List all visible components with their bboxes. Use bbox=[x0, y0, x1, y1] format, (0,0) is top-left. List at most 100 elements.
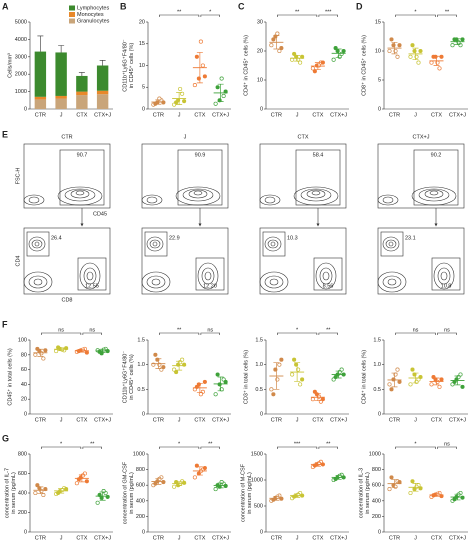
contour bbox=[429, 190, 439, 196]
significance-bracket bbox=[41, 446, 82, 449]
data-point bbox=[64, 487, 69, 492]
y-tick-label: 60 bbox=[21, 367, 27, 373]
contour bbox=[388, 241, 394, 247]
significance-label: ** bbox=[90, 441, 95, 447]
contour bbox=[201, 267, 215, 285]
sd-bar bbox=[273, 362, 280, 390]
significance-bracket bbox=[159, 14, 200, 17]
sd-bar bbox=[294, 55, 301, 62]
y-tick-label: 15 bbox=[375, 19, 381, 25]
contour bbox=[31, 239, 43, 249]
axis-label: FSC-H bbox=[15, 168, 21, 185]
y-tick-label: 0 bbox=[24, 106, 27, 112]
data-point bbox=[213, 487, 218, 492]
y-axis-label: CD11b⁺Ly6G⁺F4/80⁻ bbox=[121, 39, 128, 92]
data-point bbox=[418, 48, 423, 54]
data-point bbox=[408, 382, 413, 387]
sd-bar bbox=[335, 370, 342, 379]
significance-bracket bbox=[200, 14, 220, 17]
contour bbox=[300, 188, 332, 202]
sd-bar bbox=[294, 493, 301, 498]
gate bbox=[144, 231, 168, 257]
y-tick-label: 0 bbox=[378, 106, 381, 112]
sd-bar bbox=[314, 62, 321, 70]
data-point bbox=[452, 497, 457, 502]
y-tick-label: 0 bbox=[260, 106, 263, 112]
y-tick-label: 0 bbox=[142, 529, 145, 535]
x-tick-label: CTR bbox=[389, 417, 400, 423]
y-tick-label: 1.0 bbox=[373, 362, 381, 368]
legend-swatch bbox=[69, 18, 75, 24]
data-point bbox=[84, 350, 89, 355]
contour bbox=[33, 278, 43, 286]
significance-label: *** bbox=[294, 441, 301, 447]
sd-bar bbox=[196, 52, 203, 84]
data-point bbox=[279, 46, 284, 51]
contour bbox=[197, 262, 219, 290]
significance-label: ** bbox=[326, 327, 331, 333]
contour bbox=[315, 262, 337, 290]
panel-label: E bbox=[2, 129, 8, 139]
y-tick-label: 600 bbox=[18, 471, 27, 477]
legend-label: Granulocytes bbox=[77, 18, 110, 24]
data-point bbox=[221, 93, 226, 99]
significance-bracket bbox=[395, 446, 436, 449]
sd-bar bbox=[155, 99, 162, 105]
y-tick-label: 1000 bbox=[369, 451, 381, 457]
contour bbox=[377, 194, 399, 206]
gate bbox=[262, 231, 286, 257]
y-tick-label: 1.5 bbox=[373, 337, 381, 343]
bar-segment bbox=[55, 95, 67, 99]
y-tick-label: 600 bbox=[136, 483, 145, 489]
data-point bbox=[290, 372, 295, 377]
data-point bbox=[389, 475, 394, 480]
x-tick-label: CTX bbox=[76, 417, 87, 423]
sd-bar bbox=[217, 482, 224, 489]
column-title: J bbox=[184, 134, 187, 140]
significance-bracket bbox=[41, 332, 82, 335]
x-tick-label: CTR bbox=[35, 417, 46, 423]
sd-bar bbox=[176, 481, 183, 486]
error-bar bbox=[58, 45, 65, 53]
legend-swatch bbox=[69, 12, 75, 17]
gate bbox=[380, 231, 404, 257]
y-tick-label: 100 bbox=[18, 337, 27, 343]
y-tick-label: 3000 bbox=[15, 54, 27, 60]
x-tick-label: CTR bbox=[271, 417, 282, 423]
data-point bbox=[320, 397, 325, 402]
contour bbox=[28, 196, 40, 204]
sd-bar bbox=[58, 347, 65, 352]
contour bbox=[385, 239, 397, 249]
contour bbox=[433, 262, 455, 290]
contour bbox=[146, 196, 158, 204]
significance-bracket bbox=[277, 332, 318, 335]
x-tick-label: CTX bbox=[431, 417, 442, 423]
data-point bbox=[437, 384, 442, 389]
significance-label: ns bbox=[413, 327, 419, 333]
data-point bbox=[202, 74, 207, 79]
contour bbox=[259, 271, 289, 293]
data-point bbox=[157, 96, 162, 101]
data-point bbox=[43, 348, 48, 353]
significance-label: ns bbox=[444, 327, 450, 333]
x-tick-label: J bbox=[296, 417, 299, 423]
significance-label: * bbox=[178, 441, 181, 447]
data-point bbox=[215, 85, 220, 90]
legend-label: Monocytes bbox=[77, 12, 104, 18]
data-point bbox=[389, 37, 394, 42]
significance-bracket bbox=[200, 332, 220, 335]
y-tick-label: 400 bbox=[136, 498, 145, 504]
data-point bbox=[192, 475, 197, 480]
data-point bbox=[95, 500, 100, 505]
y-tick-label: 1000 bbox=[15, 89, 27, 95]
x-tick-label: CTX+J bbox=[212, 112, 229, 118]
plot-frame bbox=[23, 143, 111, 209]
bar-segment bbox=[76, 91, 88, 96]
contour bbox=[311, 190, 321, 196]
y-axis-label: in serum (pg/mL) bbox=[11, 472, 17, 514]
x-tick-label: CTX+J bbox=[94, 535, 111, 541]
y-tick-label: 15 bbox=[139, 41, 145, 47]
contour bbox=[141, 194, 163, 206]
bar-segment bbox=[96, 94, 109, 109]
data-point bbox=[84, 479, 89, 484]
